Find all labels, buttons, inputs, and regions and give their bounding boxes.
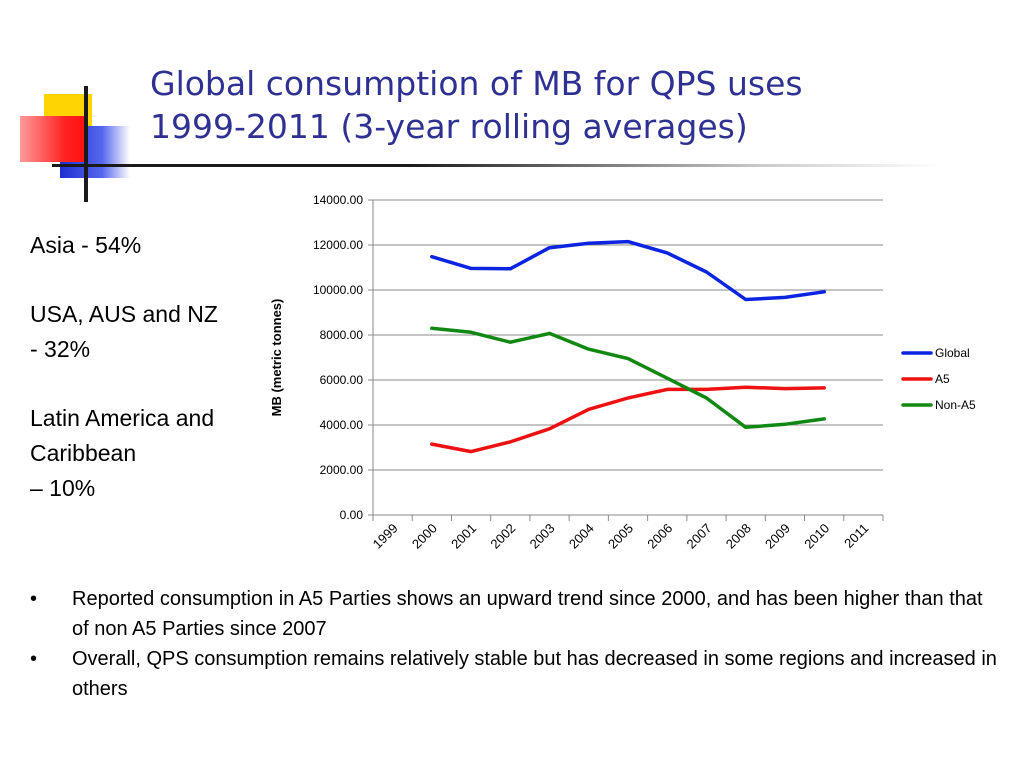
deco-vertical-line [84, 86, 88, 202]
region-share-latin-america: Latin America and Caribbean – 10% [30, 405, 215, 501]
y-axis-title: MB (metric tonnes) [269, 299, 284, 417]
x-tick-label: 2002 [487, 521, 518, 552]
region-share-list: Asia - 54% USA, AUS and NZ - 32% Latin A… [30, 228, 270, 540]
x-tick-label: 2001 [448, 521, 479, 552]
bullet-item: • Overall, QPS consumption remains relat… [28, 644, 1003, 704]
x-tick-label: 2003 [527, 521, 558, 552]
y-tick-label: 10000.00 [313, 283, 363, 297]
legend-label: Global [935, 346, 970, 360]
x-tick-label: 2011 [841, 521, 871, 551]
legend-label: A5 [935, 372, 950, 386]
x-tick-label: 2004 [566, 521, 597, 552]
bullet-text: Overall, QPS consumption remains relativ… [72, 648, 997, 700]
slide-title: Global consumption of MB for QPS uses 19… [150, 62, 1010, 148]
series-line-a5 [430, 385, 826, 454]
x-tick-label: 2008 [723, 521, 754, 552]
y-tick-label: 2000.00 [320, 463, 364, 477]
x-tick-label: 2006 [644, 521, 675, 552]
bullet-item: • Reported consumption in A5 Parties sho… [28, 584, 1003, 644]
deco-red-square [20, 116, 84, 162]
x-tick-label: 2010 [801, 521, 832, 552]
legend-label: Non-A5 [935, 398, 976, 412]
bullet-icon: • [30, 588, 38, 610]
bullet-icon: • [30, 648, 38, 670]
y-tick-label: 4000.00 [320, 418, 364, 432]
slide-title-line-2: 1999-2011 (3-year rolling averages) [150, 107, 748, 146]
region-share-asia: Asia - 54% [30, 232, 142, 258]
bullet-list: • Reported consumption in A5 Parties sho… [28, 584, 1003, 704]
x-tick-label: 2009 [762, 521, 793, 552]
y-tick-label: 0.00 [340, 508, 364, 522]
line-chart: 0.00 2000.00 4000.00 6000.00 8000.00 10000.00… [269, 193, 976, 552]
deco-horizontal-line [52, 164, 942, 167]
y-tick-label: 8000.00 [320, 328, 364, 342]
x-tick-label: 1999 [370, 521, 401, 552]
x-tick-label: 2005 [605, 521, 636, 552]
y-tick-label: 14000.00 [313, 193, 363, 207]
x-tick-label: 2000 [409, 521, 440, 552]
y-tick-label: 12000.00 [313, 238, 363, 252]
slide-title-line-1: Global consumption of MB for QPS uses [150, 64, 803, 103]
series-line-non-a5 [430, 326, 826, 430]
x-tick-label: 2007 [684, 521, 715, 552]
region-share-usa-aus-nz: USA, AUS and NZ - 32% [30, 301, 218, 362]
series-line-global [430, 239, 826, 302]
y-tick-label: 6000.00 [320, 373, 364, 387]
bullet-text: Reported consumption in A5 Parties shows… [72, 588, 983, 640]
